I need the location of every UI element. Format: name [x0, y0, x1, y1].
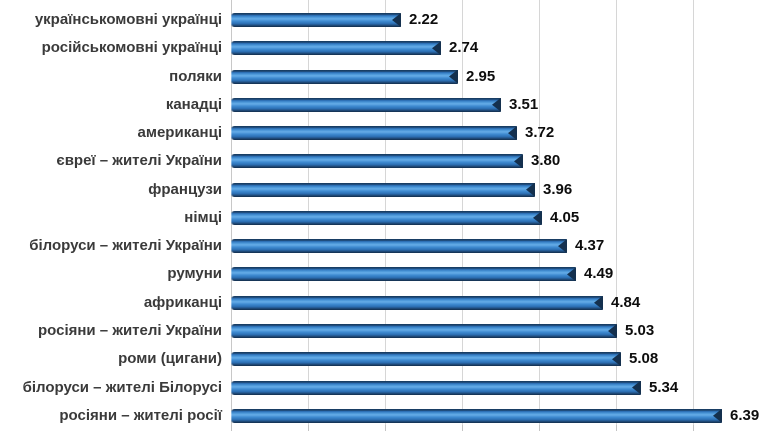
category-label: росіяни – жителі України — [37, 321, 222, 339]
bar-end-cap-icon — [449, 69, 458, 84]
bar-end-cap-icon — [508, 126, 517, 141]
bar-row: білоруси – жителі Білорусі 5.34 — [0, 374, 768, 402]
bar[interactable] — [231, 154, 523, 169]
bar-row: канадці 3.51 — [0, 91, 768, 119]
bar-end-cap-icon — [392, 13, 401, 27]
category-label: поляки — [169, 67, 222, 85]
bar-row: французи 3.96 — [0, 176, 768, 204]
value-label: 5.03 — [625, 321, 655, 339]
category-label: російськомовні українці — [41, 39, 222, 57]
value-label: 2.22 — [409, 11, 439, 28]
category-label: канадці — [165, 95, 222, 113]
bar-row: африканці 4.84 — [0, 289, 768, 317]
bar[interactable] — [231, 182, 535, 197]
bar-row: американці 3.72 — [0, 119, 768, 147]
bar-end-cap-icon — [608, 323, 617, 338]
value-label: 6.39 — [730, 406, 760, 424]
bar[interactable] — [231, 210, 542, 225]
value-label: 3.51 — [509, 95, 539, 113]
bar-end-cap-icon — [432, 41, 441, 56]
bar[interactable] — [231, 126, 517, 141]
category-label: американці — [137, 124, 222, 142]
bar[interactable] — [231, 267, 576, 282]
value-label: 5.08 — [629, 350, 659, 368]
bar[interactable] — [231, 380, 641, 395]
category-label: євреї – жителі України — [56, 152, 222, 170]
value-label: 3.72 — [525, 124, 555, 142]
bar-row: білоруси – жителі України 4.37 — [0, 232, 768, 260]
bar-row: російськомовні українці 2.74 — [0, 34, 768, 62]
bar-end-cap-icon — [632, 380, 641, 395]
gridline — [693, 0, 694, 425]
bar-end-cap-icon — [567, 267, 576, 282]
value-label: 2.95 — [466, 67, 496, 85]
category-label: румуни — [167, 265, 222, 283]
bar-row: євреї – жителі України 3.80 — [0, 147, 768, 175]
bar-row: румуни 4.49 — [0, 260, 768, 288]
axis-tick — [231, 425, 232, 431]
bar-end-cap-icon — [526, 182, 535, 197]
bar-end-cap-icon — [492, 97, 501, 112]
value-label: 3.96 — [543, 180, 573, 198]
bar-end-cap-icon — [533, 210, 542, 225]
category-label: українськомовні українці — [34, 11, 222, 28]
value-label: 4.49 — [584, 265, 614, 283]
bar[interactable] — [231, 41, 441, 56]
bar-end-cap-icon — [713, 408, 722, 423]
bar[interactable] — [231, 97, 501, 112]
bar-end-cap-icon — [594, 295, 603, 310]
axis-tick — [308, 425, 309, 431]
value-label: 4.84 — [611, 293, 641, 311]
value-label: 5.34 — [649, 378, 679, 396]
value-label: 4.37 — [575, 237, 605, 255]
axis-tick — [385, 425, 386, 431]
bar[interactable] — [231, 352, 621, 367]
bar-row: поляки 2.95 — [0, 63, 768, 91]
gridline — [616, 0, 617, 425]
bar[interactable] — [231, 408, 722, 423]
axis-tick — [616, 425, 617, 431]
category-label: білоруси – жителі України — [29, 237, 222, 255]
bar[interactable] — [231, 69, 458, 84]
axis-tick — [462, 425, 463, 431]
bar[interactable] — [231, 323, 617, 338]
category-label: африканці — [143, 293, 222, 311]
bar[interactable] — [231, 13, 401, 27]
value-label: 2.74 — [449, 39, 479, 57]
category-label: німці — [184, 208, 222, 226]
category-label: білоруси – жителі Білорусі — [22, 378, 222, 396]
bar-row: німці 4.05 — [0, 204, 768, 232]
axis-tick — [693, 425, 694, 431]
value-label: 4.05 — [550, 208, 580, 226]
bar-row: українськомовні українці 2.22 — [0, 6, 768, 34]
bar-row: роми (цигани) 5.08 — [0, 345, 768, 373]
category-label: французи — [148, 180, 222, 198]
bar[interactable] — [231, 239, 567, 254]
bar-row: росіяни – жителі росії 6.39 — [0, 402, 768, 430]
bar-end-cap-icon — [558, 239, 567, 254]
category-label: роми (цигани) — [118, 350, 222, 368]
bar-end-cap-icon — [612, 352, 621, 367]
value-label: 3.80 — [531, 152, 561, 170]
category-label: росіяни – жителі росії — [59, 406, 222, 424]
bar[interactable] — [231, 295, 603, 310]
axis-tick — [539, 425, 540, 431]
bar-row: росіяни – жителі України 5.03 — [0, 317, 768, 345]
bar-end-cap-icon — [514, 154, 523, 169]
